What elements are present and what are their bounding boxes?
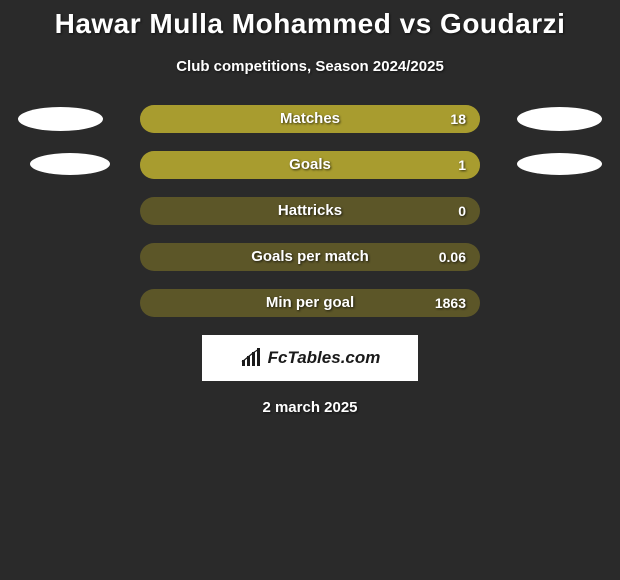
- stat-bar: [140, 151, 480, 179]
- player-right-marker: [517, 153, 602, 175]
- player-left-marker: [30, 153, 110, 175]
- stat-row: Min per goal1863: [0, 289, 620, 317]
- logo-inner: FcTables.com: [240, 348, 381, 368]
- page-title: Hawar Mulla Mohammed vs Goudarzi: [0, 0, 620, 40]
- stat-bar-fill: [140, 151, 480, 179]
- page-subtitle: Club competitions, Season 2024/2025: [0, 58, 620, 75]
- stat-bar: [140, 197, 480, 225]
- stat-row: Goals per match0.06: [0, 243, 620, 271]
- stat-bar: [140, 289, 480, 317]
- logo-box: FcTables.com: [202, 335, 418, 381]
- comparison-widget: Hawar Mulla Mohammed vs Goudarzi Club co…: [0, 0, 620, 580]
- stat-row: Hattricks0: [0, 197, 620, 225]
- player-left-marker: [18, 107, 103, 131]
- player-right-marker: [517, 107, 602, 131]
- barchart-icon: [240, 348, 264, 368]
- stat-row: Goals1: [0, 151, 620, 179]
- stat-bar-fill: [140, 105, 480, 133]
- stat-row: Matches18: [0, 105, 620, 133]
- date-line: 2 march 2025: [0, 399, 620, 416]
- stats-rows: Matches18 Goals1 Hattricks0 Goals per match…: [0, 105, 620, 317]
- stat-bar: [140, 243, 480, 271]
- stat-bar: [140, 105, 480, 133]
- logo-text: FcTables.com: [268, 348, 381, 368]
